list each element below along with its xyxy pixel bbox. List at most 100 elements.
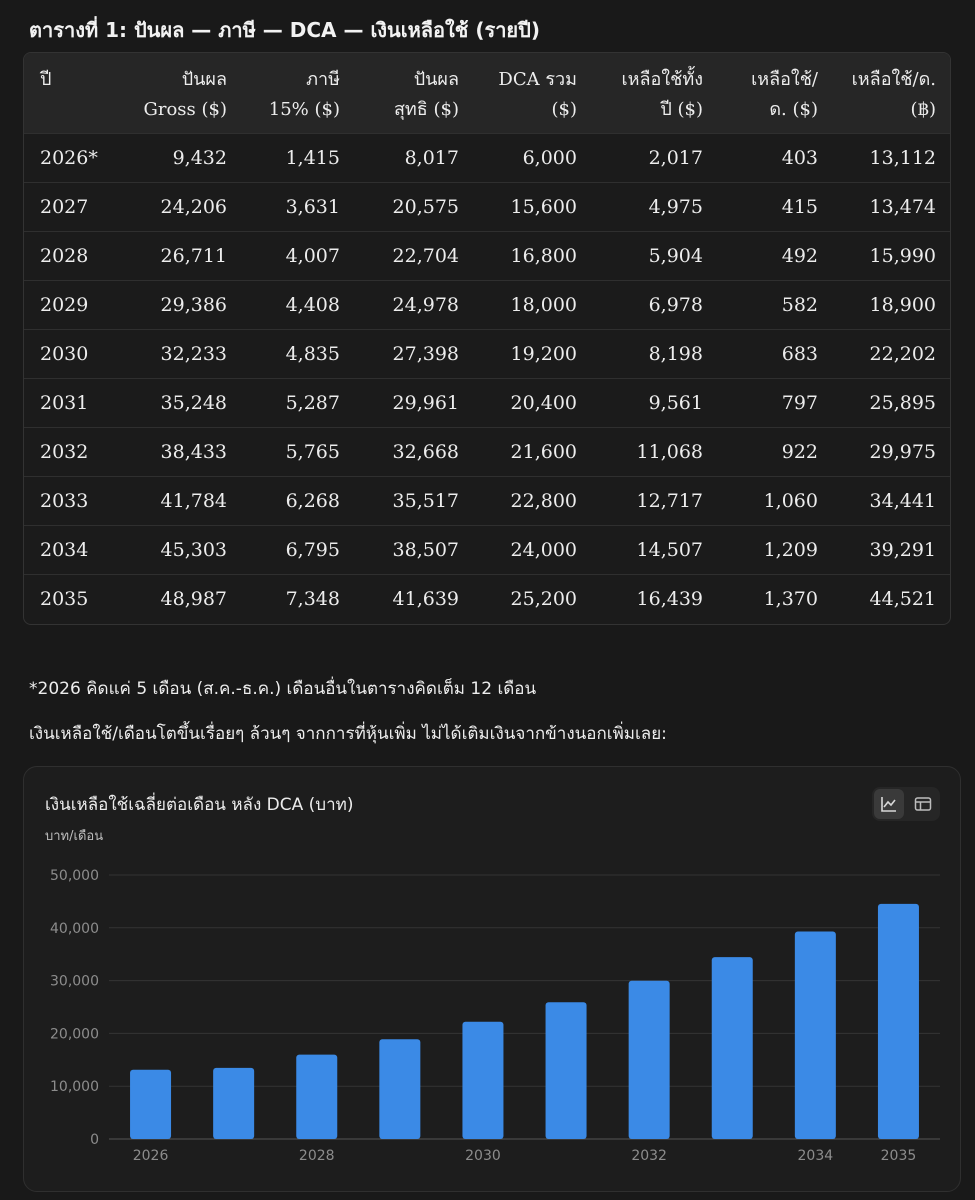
data-table-card: ปี ปันผล Gross ($) ภาษี 15% ($) ปันผล สุทธิ ($… [23, 52, 951, 625]
value-cell: 1,060 [763, 489, 818, 512]
column-header-line: Gross ($) [143, 99, 227, 120]
value-cell: 39,291 [869, 538, 936, 561]
year-cell: 2032 [40, 440, 89, 463]
bar-2032 [628, 980, 670, 1139]
value-cell: 41,784 [160, 489, 227, 512]
column-header: ปี [24, 53, 116, 133]
value-cell: 22,800 [510, 489, 577, 512]
y-tick-label: 20,000 [50, 1026, 99, 1042]
bar-2026 [130, 1069, 172, 1139]
column-header-line: DCA รวม [498, 69, 577, 90]
year-cell: 2033 [40, 489, 89, 512]
column-header: ภาษี 15% ($) [241, 53, 354, 133]
x-tick-label: 2026 [133, 1148, 169, 1164]
value-cell: 8,017 [404, 146, 459, 169]
value-cell: 5,904 [648, 244, 703, 267]
table-row: 2028 26,711 4,007 22,704 16,800 5,904 492 15,99… [24, 231, 950, 280]
column-header: ปันผล Gross ($) [116, 53, 241, 133]
column-header: ปันผล สุทธิ ($) [354, 53, 473, 133]
year-cell: 2029 [40, 293, 89, 316]
value-cell: 1,370 [763, 587, 818, 610]
x-tick-label: 2032 [631, 1148, 667, 1164]
y-tick-label: 10,000 [50, 1079, 99, 1095]
bar-2035 [877, 903, 919, 1139]
value-cell: 11,068 [636, 440, 703, 463]
value-cell: 29,961 [392, 391, 459, 414]
value-cell: 9,432 [172, 146, 227, 169]
year-cell: 2031 [40, 391, 89, 414]
value-cell: 6,268 [285, 489, 340, 512]
column-header: เหลือใช้/ด. (฿) [832, 53, 950, 133]
bar-2029 [379, 1039, 421, 1139]
x-tick-label: 2028 [299, 1148, 335, 1164]
value-cell: 20,400 [510, 391, 577, 414]
year-cell: 2027 [40, 195, 89, 218]
year-cell: 2034 [40, 538, 89, 561]
value-cell: 403 [781, 146, 818, 169]
value-cell: 8,198 [648, 342, 703, 365]
value-cell: 797 [781, 391, 818, 414]
value-cell: 4,408 [285, 293, 340, 316]
table-row: 2030 32,233 4,835 27,398 19,200 8,198 683 22,20… [24, 329, 950, 378]
column-header-line: ปี [40, 69, 52, 90]
column-header-line: 15% ($) [268, 99, 340, 120]
value-cell: 12,717 [636, 489, 703, 512]
column-header-line: สุทธิ ($) [393, 99, 459, 120]
column-header-line: เหลือใช้/ [751, 69, 818, 90]
value-cell: 492 [781, 244, 818, 267]
view-toggle [872, 787, 940, 821]
x-tick-label: 2034 [798, 1148, 834, 1164]
x-tick-label: 2030 [465, 1148, 501, 1164]
value-cell: 21,600 [510, 440, 577, 463]
value-cell: 1,415 [285, 146, 340, 169]
summary-text: เงินเหลือใช้/เดือนโตขึ้นเรื่อยๆ ล้วนๆ จา… [29, 724, 667, 744]
value-cell: 44,521 [869, 587, 936, 610]
table-view-icon[interactable] [908, 789, 938, 819]
value-cell: 34,441 [869, 489, 936, 512]
value-cell: 35,248 [160, 391, 227, 414]
value-cell: 3,631 [285, 195, 340, 218]
bar-2028 [296, 1054, 338, 1139]
value-cell: 22,704 [392, 244, 459, 267]
bar-2031 [545, 1002, 587, 1139]
value-cell: 38,433 [160, 440, 227, 463]
value-cell: 29,975 [869, 440, 936, 463]
value-cell: 41,639 [392, 587, 459, 610]
y-tick-label: 30,000 [50, 974, 99, 990]
value-cell: 24,978 [392, 293, 459, 316]
value-cell: 5,765 [285, 440, 340, 463]
line-chart-icon[interactable] [874, 789, 904, 819]
bar-2027 [213, 1067, 255, 1139]
table-row: 2026* 9,432 1,415 8,017 6,000 2,017 403 13,112 [24, 133, 950, 182]
bar-2033 [711, 957, 753, 1139]
year-cell: 2026* [40, 146, 98, 169]
table-header-row: ปี ปันผล Gross ($) ภาษี 15% ($) ปันผล สุทธิ ($… [24, 53, 950, 133]
value-cell: 27,398 [392, 342, 459, 365]
value-cell: 16,439 [636, 587, 703, 610]
year-cell: 2035 [40, 587, 89, 610]
value-cell: 6,000 [522, 146, 577, 169]
value-cell: 20,575 [392, 195, 459, 218]
column-header: DCA รวม ($) [473, 53, 591, 133]
value-cell: 13,112 [869, 146, 936, 169]
year-cell: 2028 [40, 244, 89, 267]
value-cell: 6,795 [285, 538, 340, 561]
table-heading: ตารางที่ 1: ปันผล — ภาษี — DCA — เงินเหล… [29, 18, 540, 42]
value-cell: 22,202 [869, 342, 936, 365]
value-cell: 38,507 [392, 538, 459, 561]
value-cell: 683 [781, 342, 818, 365]
dividend-table: ปี ปันผล Gross ($) ภาษี 15% ($) ปันผล สุทธิ ($… [24, 53, 950, 623]
y-tick-label: 50,000 [50, 868, 99, 884]
value-cell: 45,303 [160, 538, 227, 561]
value-cell: 4,975 [648, 195, 703, 218]
column-header-line: ($) [551, 99, 578, 120]
value-cell: 1,209 [763, 538, 818, 561]
y-tick-label: 40,000 [50, 921, 99, 937]
table-row: 2035 48,987 7,348 41,639 25,200 16,439 1,370 44… [24, 574, 950, 623]
value-cell: 4,007 [285, 244, 340, 267]
value-cell: 25,895 [869, 391, 936, 414]
value-cell: 29,386 [160, 293, 227, 316]
column-header-line: เหลือใช้/ด. [851, 69, 936, 90]
value-cell: 2,017 [648, 146, 703, 169]
value-cell: 18,900 [869, 293, 936, 316]
